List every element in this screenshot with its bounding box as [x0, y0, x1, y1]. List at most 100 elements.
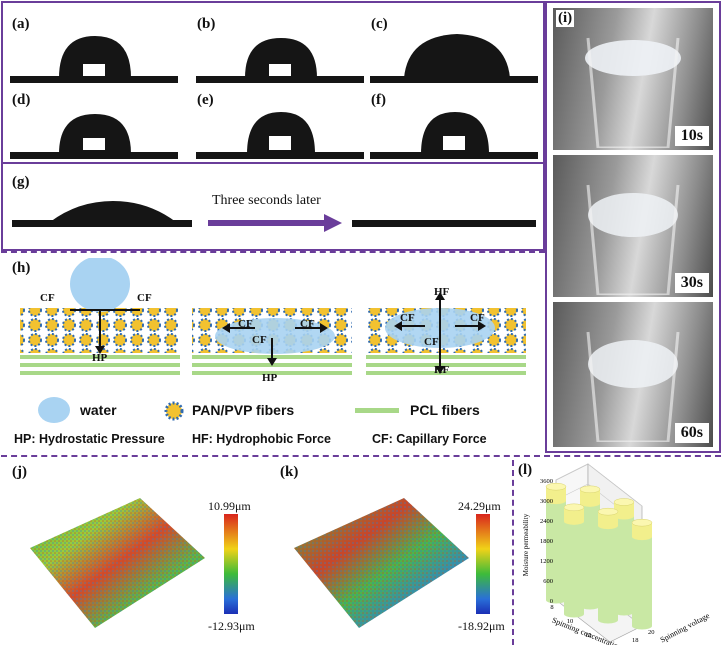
panel-label-k: (k)	[280, 464, 299, 480]
surface-map-j	[30, 498, 205, 628]
panel-label-a: (a)	[12, 16, 30, 32]
colorbar-k	[476, 514, 490, 614]
time-label-10s: 10s	[674, 126, 709, 146]
y-tick-label: 18	[632, 637, 639, 644]
bar-cap	[546, 486, 566, 501]
bar-cap	[564, 507, 584, 522]
h-hf-label: HF	[434, 286, 450, 298]
bar-cap	[632, 522, 652, 537]
z-tick-label: 1200	[540, 558, 553, 565]
bar-top	[563, 503, 585, 512]
h-cf-label: CF	[252, 334, 267, 346]
panel-label-b: (b)	[197, 16, 216, 32]
bar-top	[545, 482, 567, 491]
z-tick-label: 0	[550, 598, 553, 605]
bar-cap	[598, 511, 618, 526]
bar-cap	[614, 502, 634, 516]
bar-base	[598, 616, 618, 624]
g-spread-drop	[50, 201, 176, 222]
colorbar-k-max: 24.29μm	[458, 499, 501, 513]
bar-body	[564, 507, 584, 614]
divider-h-j	[1, 455, 721, 457]
bar-top	[613, 498, 635, 506]
contact-angle-d	[10, 90, 178, 160]
colorbar-j	[224, 514, 238, 614]
h-cf-label: CF	[300, 318, 315, 330]
bar-base	[614, 608, 634, 616]
abbr-hf: HF: Hydrophobic Force	[192, 432, 331, 446]
h-hf-label: HF	[434, 364, 450, 376]
colorbar-k-min: -18.92μm	[458, 619, 505, 633]
z-tick-label: 1800	[540, 538, 553, 545]
z-tick-label: 600	[543, 578, 553, 585]
panel-label-f: (f)	[371, 92, 386, 108]
divider-k-l	[512, 460, 514, 645]
x-tick-label: 10	[567, 618, 574, 625]
panel-label-g: (g)	[12, 174, 30, 190]
g-arrow	[208, 214, 342, 232]
bar-cap-bottom	[598, 522, 618, 530]
time-label-60s: 60s	[674, 423, 709, 443]
frame-ag	[1, 1, 545, 251]
bar-cap-bottom	[632, 533, 652, 541]
panel-label-d: (d)	[12, 92, 31, 108]
contact-angle-a	[10, 14, 178, 84]
bar-cap-bottom	[580, 499, 600, 507]
h-cf-label: CF	[424, 336, 439, 348]
g-substrate-left	[12, 220, 192, 227]
bar-cap	[580, 489, 600, 504]
bar-body	[546, 486, 566, 600]
colorbar-j-max: 10.99μm	[208, 499, 251, 513]
legend-fiber-icon	[164, 401, 184, 421]
chart-bar	[597, 507, 619, 624]
bar-base	[580, 602, 600, 610]
legend-water: water	[80, 402, 117, 418]
chart-bar	[613, 498, 635, 616]
panel-label-l: (l)	[518, 462, 533, 478]
contact-angle-f	[370, 90, 538, 160]
abbr-hp: HP: Hydrostatic Pressure	[14, 432, 165, 446]
z-axis-label: Moisture permeability	[522, 513, 530, 576]
bar-body	[632, 522, 652, 626]
panel-label-c: (c)	[371, 16, 388, 32]
z-tick-label: 3000	[540, 498, 553, 505]
beaker-photo-30s: 30s	[553, 155, 713, 297]
legend-pcl-icon	[355, 408, 399, 413]
bar-base	[546, 596, 566, 604]
divider-a-g	[1, 162, 545, 164]
chart-bar	[631, 518, 653, 630]
contact-angle-e	[196, 90, 364, 160]
beaker-photo-60s: 60s	[553, 302, 713, 447]
chart-bar	[545, 482, 567, 604]
abbr-cf: CF: Capillary Force	[372, 432, 487, 446]
h-hp-label: HP	[92, 352, 108, 364]
x-tick-label: 8	[550, 604, 553, 611]
bar-body	[598, 511, 618, 620]
y-axis-label: Spinning voltage	[659, 611, 712, 645]
chart-gridline	[555, 463, 643, 507]
divider-g-h	[1, 251, 545, 253]
legend-pan-pvp: PAN/PVP fibers	[192, 402, 295, 418]
frame-i	[545, 1, 721, 453]
bar-top	[597, 507, 619, 516]
legend-water-icon	[38, 397, 70, 423]
colorbar-j-min: -12.93μm	[208, 619, 255, 633]
bar-top	[579, 485, 601, 494]
chart-bar	[579, 485, 601, 610]
bar-cap-bottom	[546, 497, 566, 505]
bar-cap-bottom	[564, 517, 584, 525]
panel-label-i: (i)	[556, 10, 575, 27]
panel-label-e: (e)	[197, 92, 214, 108]
chart-bars	[545, 482, 653, 630]
bar-cap-bottom	[614, 512, 634, 520]
bar-base	[564, 610, 584, 618]
contact-angle-b	[196, 14, 364, 84]
z-tick-label: 2400	[540, 518, 553, 525]
h-cf-label: CF	[137, 292, 152, 304]
y-tick-label: 20	[648, 629, 655, 636]
panel-label-j: (j)	[12, 464, 27, 480]
h-schematic	[20, 258, 526, 375]
moisture-chart: 0600120018002400300036008101214161820Spi…	[522, 463, 712, 645]
h-cf-label: CF	[470, 312, 485, 324]
legend-pcl: PCL fibers	[410, 402, 480, 418]
